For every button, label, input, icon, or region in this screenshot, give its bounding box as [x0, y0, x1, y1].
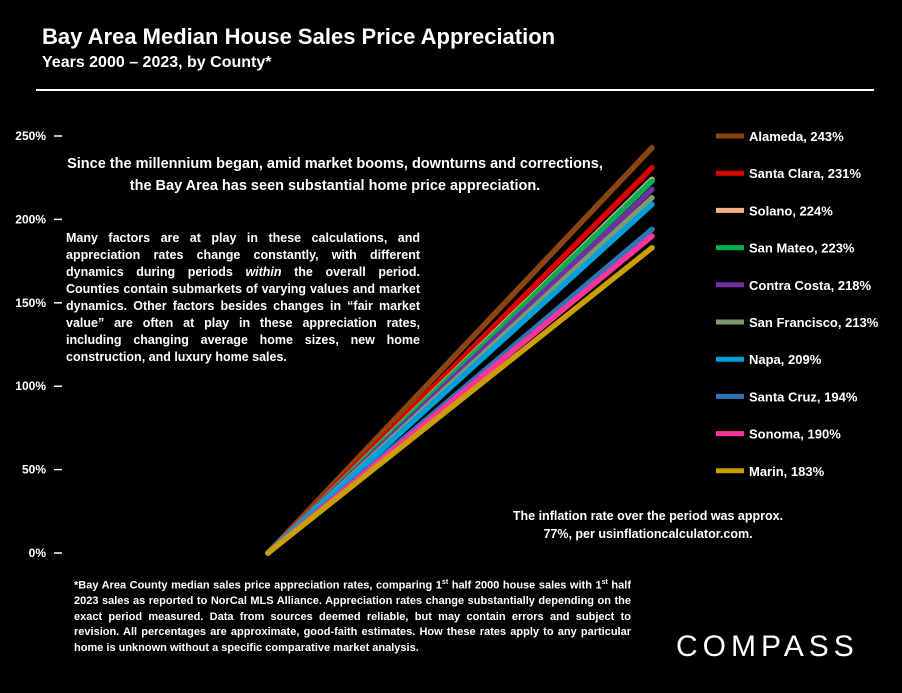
- title-divider: [36, 89, 874, 91]
- y-tick-label: 200%: [15, 212, 46, 226]
- legend-label: Contra Costa, 218%: [749, 278, 872, 293]
- footnote-text-1: *Bay Area County median sales price appr…: [74, 579, 442, 592]
- inflation-annotation: The inflation rate over the period was a…: [512, 509, 784, 541]
- y-tick-label: 100%: [15, 379, 46, 393]
- legend: Alameda, 243% Santa Clara, 231% Solano, 22…: [716, 129, 879, 479]
- factors-text-1: Many factors are at play in these calcul…: [66, 231, 420, 279]
- footnote-text-2: half 2000 house sales with 1: [448, 579, 602, 592]
- legend-label: Santa Cruz, 194%: [749, 389, 858, 404]
- factors-annotation: Many factors are at play in these calcul…: [66, 230, 420, 366]
- legend-label: Alameda, 243%: [749, 129, 844, 144]
- legend-label: San Mateo, 223%: [749, 241, 855, 256]
- legend-label: San Francisco, 213%: [749, 315, 879, 330]
- legend-label: Marin, 183%: [749, 464, 825, 479]
- footnote-sup-2: st: [601, 579, 608, 586]
- y-tick-label: 250%: [15, 129, 46, 143]
- legend-label: Sonoma, 190%: [749, 427, 841, 442]
- chart-subtitle: Years 2000 – 2023, by County*: [42, 54, 272, 71]
- compass-logo: COMPASS: [676, 630, 859, 663]
- footnote: *Bay Area County median sales price appr…: [74, 575, 631, 656]
- headline-annotation: Since the millennium began, amid market …: [67, 156, 603, 194]
- y-tick-label: 150%: [15, 296, 46, 310]
- legend-label: Santa Clara, 231%: [749, 166, 861, 181]
- footnote-text-3: half 2023 sales as reported to NorCal ML…: [74, 579, 631, 654]
- factors-text-2: the overall period. Counties contain sub…: [66, 265, 420, 364]
- y-tick-label: 50%: [22, 463, 46, 477]
- footnote-sup-1: st: [441, 579, 449, 586]
- y-axis: 0% 50% 100% 150% 200% 250%: [15, 129, 62, 560]
- legend-label: Napa, 209%: [749, 352, 822, 367]
- series-line: [265, 245, 655, 556]
- series-lines: [265, 144, 655, 556]
- factors-emphasis: within: [245, 265, 282, 279]
- chart-title: Bay Area Median House Sales Price Apprec…: [42, 24, 556, 49]
- series-line: [265, 201, 655, 556]
- legend-label: Solano, 224%: [749, 203, 833, 218]
- y-tick-label: 0%: [29, 546, 47, 560]
